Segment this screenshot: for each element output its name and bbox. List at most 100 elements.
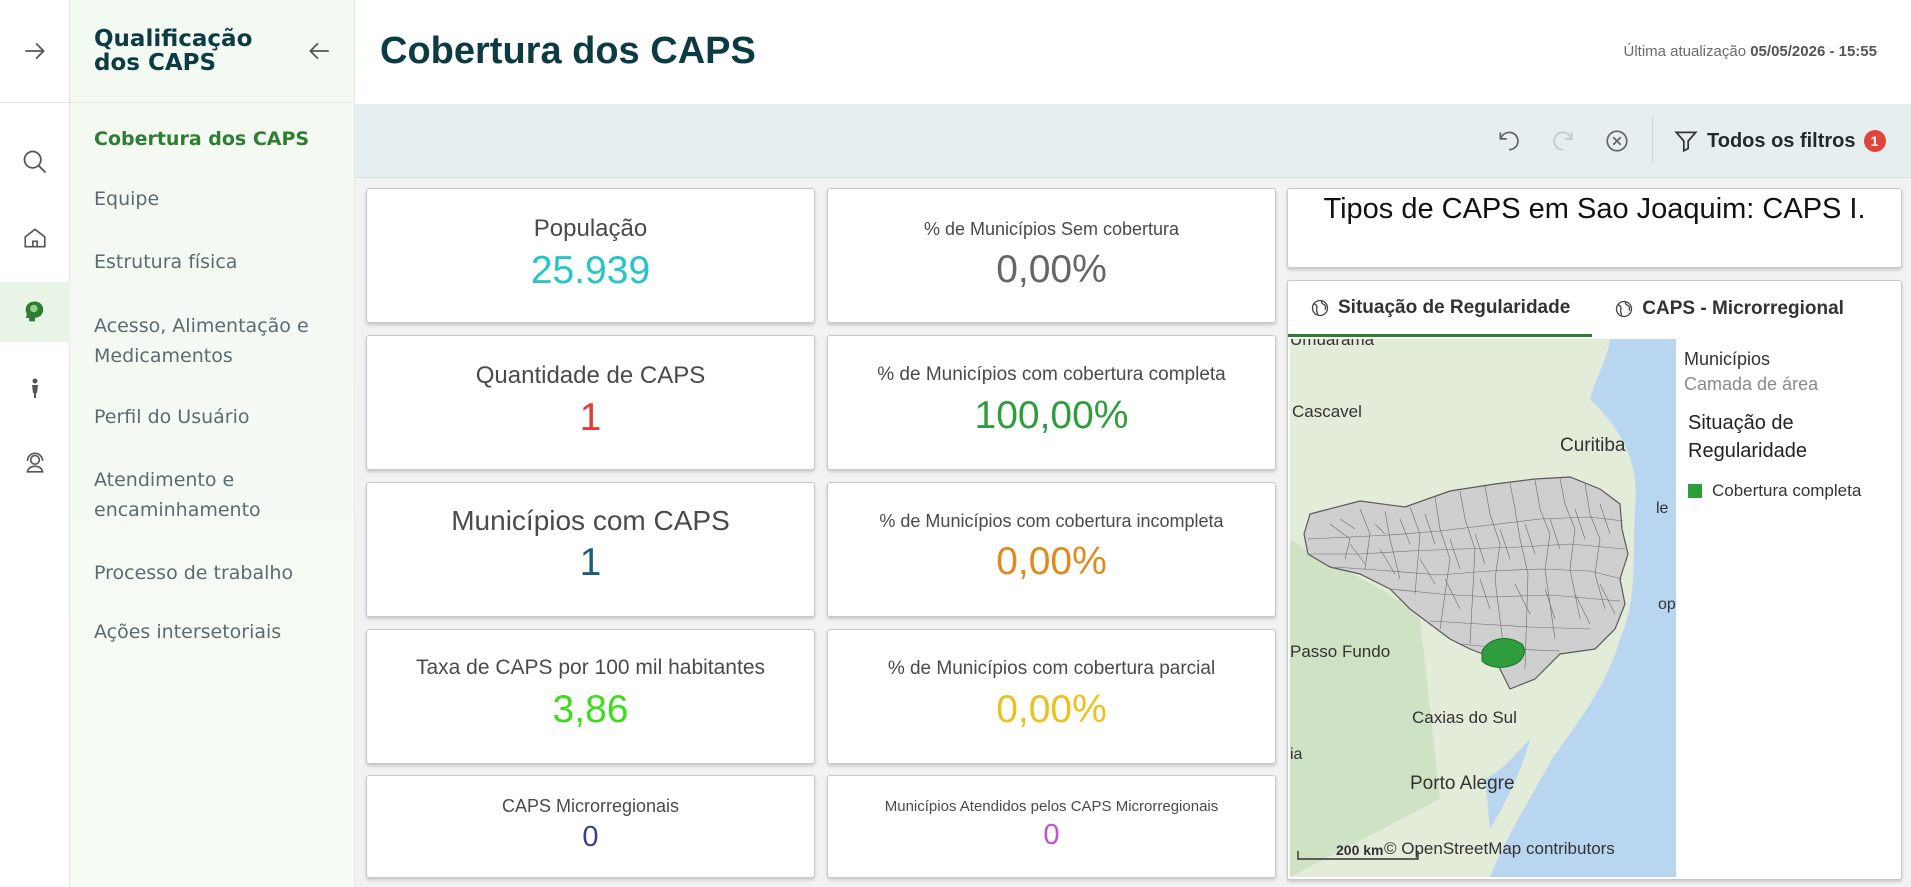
sidebar-item-equipe[interactable]: Equipe — [94, 188, 160, 210]
all-filters-button[interactable]: Todos os filtros 1 — [1673, 124, 1886, 158]
kpi-sem-cobertura-label: % de Municípios Sem cobertura — [923, 219, 1180, 239]
search-button[interactable] — [0, 132, 70, 192]
tab-situacao-regularidade[interactable]: Situação de Regularidade — [1288, 281, 1593, 337]
map-label-coast-fragment: le — [1656, 500, 1669, 517]
last-update: Última atualização 05/05/2026 - 15:55 — [1623, 43, 1877, 60]
kpi-atendidos-value: 0 — [1043, 819, 1060, 851]
kpi-municipios-value: 1 — [579, 541, 602, 584]
filters-count-badge: 1 — [1863, 130, 1886, 152]
kpi-populacao[interactable]: População 25.939 — [366, 188, 815, 323]
filter-icon — [1674, 131, 1698, 153]
sidebar-item-acoes[interactable]: Ações intersetoriais — [94, 621, 282, 643]
kpi-parcial-label: % de Municípios com cobertura parcial — [887, 658, 1216, 679]
map-label-coast-fragment: op — [1658, 596, 1676, 613]
last-update-label: Última atualização — [1623, 43, 1747, 60]
support-agent-icon — [26, 452, 44, 473]
legend-subtitle: Camada de área — [1684, 374, 1819, 394]
sidebar-item-cobertura[interactable]: Cobertura dos CAPS — [94, 128, 310, 150]
kpi-taxa-label: Taxa de CAPS por 100 mil habitantes — [415, 656, 766, 679]
kpi-cobertura-incompleta[interactable]: % de Municípios com cobertura incompleta… — [827, 482, 1276, 617]
kpi-populacao-value: 25.939 — [530, 249, 651, 292]
kpi-completa-value: 100,00% — [974, 394, 1129, 437]
tab-micro-label: CAPS - Microrregional — [1642, 298, 1844, 319]
kpi-municipios-label: Municípios com CAPS — [451, 505, 730, 536]
kpi-quantidade-value: 1 — [579, 396, 602, 439]
map-svg[interactable]: Umuarama Cascavel Curitiba Passo Fundo C… — [1290, 339, 1676, 877]
kpi-populacao-label: População — [533, 215, 648, 242]
icon-rail — [0, 0, 70, 887]
map-label-porto-alegre: Porto Alegre — [1410, 773, 1515, 794]
kpi-micro-label: CAPS Microrregionais — [501, 796, 680, 816]
sidebar-item-estrutura[interactable]: Estrutura física — [94, 251, 238, 273]
kpi-completa-label: % de Municípios com cobertura completa — [877, 364, 1226, 385]
sidebar-item-processo[interactable]: Processo de trabalho — [94, 562, 294, 584]
map-green-area — [1290, 539, 1440, 877]
sidebar-item-perfil[interactable]: Perfil do Usuário — [94, 406, 250, 428]
undo-icon — [1499, 131, 1519, 151]
undo-button[interactable] — [1493, 125, 1525, 157]
sidebar-item-acesso[interactable]: Acesso, Alimentação e Medicamentos — [94, 315, 309, 367]
sidebar-header: Qualificação dos CAPS — [70, 0, 354, 103]
kpi-incompleta-value: 0,00% — [996, 540, 1107, 583]
sidebar-nav: Cobertura dos CAPS Equipe Estrutura físi… — [70, 103, 354, 663]
map-label-cascavel: Cascavel — [1292, 402, 1362, 421]
caps-types-text: Tipos de CAPS em Sao Joaquim: CAPS I. — [1323, 193, 1866, 225]
caps-types-card: Tipos de CAPS em Sao Joaquim: CAPS I. — [1287, 188, 1902, 268]
kpi-taxa-value: 3,86 — [552, 688, 629, 731]
tab-caps-microrregional[interactable]: CAPS - Microrregional — [1592, 281, 1866, 337]
head-brain-icon — [25, 301, 44, 322]
map-attribution: © OpenStreetMap contributors — [1384, 839, 1615, 858]
map-lagoon — [1485, 739, 1530, 829]
sidebar-item-atendimento[interactable]: Atendimento e encaminhamento — [94, 469, 261, 521]
legend-swatch — [1688, 484, 1702, 498]
mental-health-button[interactable] — [0, 282, 70, 342]
page-title: Cobertura dos CAPS — [380, 30, 756, 72]
person-icon — [32, 378, 38, 398]
map-canvas[interactable]: Umuarama Cascavel Curitiba Passo Fundo C… — [1290, 339, 1676, 877]
search-icon — [23, 150, 47, 174]
sao-joaquim-region[interactable] — [1481, 638, 1525, 668]
map-label-caxias-do-sul: Caxias do Sul — [1412, 708, 1517, 727]
kpi-sem-cobertura-value: 0,00% — [996, 248, 1107, 291]
toolbar-divider — [1652, 118, 1653, 164]
home-icon — [24, 228, 46, 248]
expand-button[interactable] — [0, 0, 69, 103]
kpi-caps-microrregionais[interactable]: CAPS Microrregionais 0 — [366, 775, 815, 878]
kpi-municipios-atendidos[interactable]: Municípios Atendidos pelos CAPS Microrre… — [827, 775, 1276, 878]
map-label-umuarama: Umuarama — [1290, 339, 1375, 349]
map-label-passo-fundo: Passo Fundo — [1290, 642, 1390, 661]
kpi-quantidade-caps[interactable]: Quantidade de CAPS 1 — [366, 335, 815, 470]
globe-icon — [1311, 299, 1329, 316]
kpi-incompleta-label: % de Municípios com cobertura incompleta — [879, 511, 1224, 531]
sidebar-title: Qualificação dos CAPS — [94, 26, 253, 76]
map-label-coast-fragment: ia — [1290, 746, 1303, 763]
kpi-parcial-value: 0,00% — [996, 688, 1107, 731]
kpi-micro-value: 0 — [582, 821, 599, 853]
municipality-borders — [1307, 477, 1626, 670]
all-filters-label: Todos os filtros — [1707, 129, 1856, 152]
state-region[interactable] — [1303, 476, 1629, 690]
tab-situacao-label: Situação de Regularidade — [1338, 296, 1571, 318]
map-ocean — [1490, 339, 1676, 877]
globe-icon — [1616, 300, 1633, 318]
kpi-taxa-caps[interactable]: Taxa de CAPS por 100 mil habitantes 3,86 — [366, 629, 815, 764]
kpi-cobertura-parcial[interactable]: % de Municípios com cobertura parcial 0,… — [827, 629, 1276, 764]
kpi-municipios-caps[interactable]: Municípios com CAPS 1 — [366, 482, 815, 617]
redo-button[interactable] — [1547, 125, 1579, 157]
kpi-quantidade-label: Quantidade de CAPS — [475, 362, 706, 389]
legend-item[interactable]: Cobertura completa — [1684, 481, 1891, 501]
map-legend: Municípios Camada de área Situação de Re… — [1676, 339, 1899, 877]
sidebar: Qualificação dos CAPS Cobertura dos CAPS… — [70, 0, 355, 887]
legend-heading: Situação de Regularidade — [1688, 412, 1807, 462]
kpi-atendidos-label: Municípios Atendidos pelos CAPS Microrre… — [884, 798, 1219, 815]
home-button[interactable] — [0, 208, 70, 268]
map-tabs: Situação de Regularidade CAPS - Microrre… — [1288, 281, 1901, 337]
kpi-cobertura-completa[interactable]: % de Municípios com cobertura completa 1… — [827, 335, 1276, 470]
kpi-sem-cobertura[interactable]: % de Municípios Sem cobertura 0,00% — [827, 188, 1276, 323]
legend-title: Municípios — [1684, 349, 1771, 369]
map-scale-label: 200 km — [1336, 842, 1383, 858]
support-button[interactable] — [0, 432, 70, 492]
person-button[interactable] — [0, 358, 70, 418]
collapse-sidebar-icon[interactable] — [306, 38, 332, 64]
clear-selections-button[interactable] — [1601, 125, 1633, 157]
